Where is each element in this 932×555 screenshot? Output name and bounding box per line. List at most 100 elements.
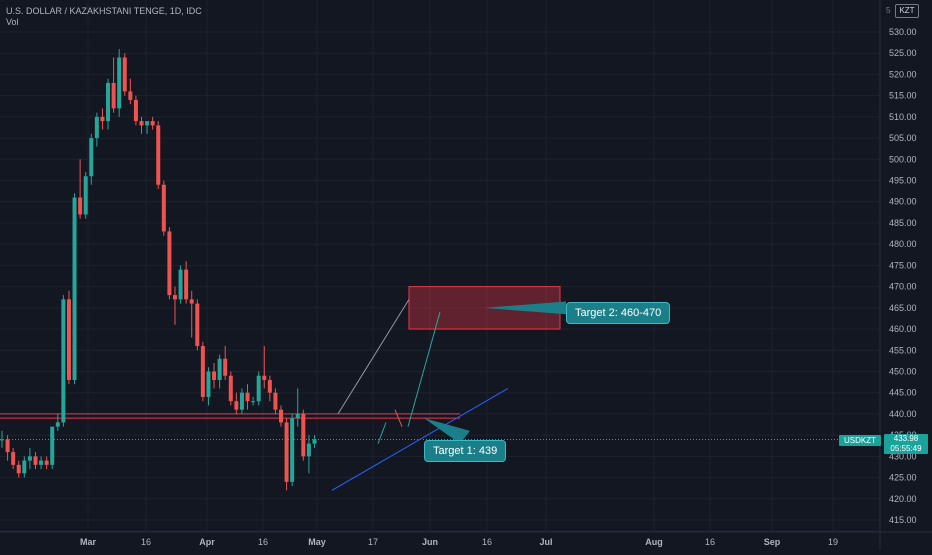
candle-body: [27, 456, 32, 461]
last-price-tag: 433.98 05:55:49: [884, 434, 928, 454]
candle-body: [39, 460, 44, 465]
price-tick-label: 490.00: [889, 197, 917, 207]
candle-body: [200, 346, 205, 397]
price-tick-label: 500.00: [889, 154, 917, 164]
candle-body: [262, 375, 267, 380]
candle-body: [150, 121, 155, 126]
time-tick-label: Apr: [199, 537, 215, 547]
candle-body: [212, 371, 217, 380]
candle-body: [0, 439, 4, 441]
candle-body: [161, 184, 166, 232]
support-trendline: [331, 388, 509, 491]
drawings: [331, 286, 566, 491]
time-tick-label: 16: [258, 537, 268, 547]
time-tick-label: Jul: [539, 537, 552, 547]
price-tick-label: 525.00: [889, 48, 917, 58]
price-tick-label: 485.00: [889, 218, 917, 228]
candle-body: [33, 456, 38, 465]
time-axis[interactable]: Mar 16 Apr 16 May 17 Jun 16 Jul Aug 16 Sep 19: [80, 537, 838, 547]
candle-body: [251, 401, 256, 403]
time-tick-label: 16: [141, 537, 151, 547]
currency-prefix: 5: [886, 6, 891, 15]
candle-body: [89, 138, 94, 177]
arrow-to-target: [407, 311, 441, 427]
candle-body: [256, 375, 261, 402]
price-tick-label: 440.00: [889, 409, 917, 419]
candle-body: [306, 443, 311, 457]
price-tick-label: 460.00: [889, 324, 917, 334]
price-tick-label: 475.00: [889, 260, 917, 270]
candle-body: [133, 99, 138, 122]
price-tick-label: 450.00: [889, 366, 917, 376]
candle-body: [189, 299, 194, 304]
candle-body: [66, 299, 71, 380]
candle-body: [312, 439, 317, 444]
time-tick-label: 19: [828, 537, 838, 547]
candle-body: [16, 464, 21, 474]
candle-body: [206, 371, 211, 397]
price-tick-label: 505.00: [889, 133, 917, 143]
candle-body: [279, 409, 283, 423]
price-tick-label: 515.00: [889, 91, 917, 101]
candle-body: [167, 231, 172, 296]
symbol-title: U.S. DOLLAR / KAZAKHSTANI TENGE, 1D, IDC: [6, 6, 202, 16]
volume-label: Vol: [6, 17, 19, 27]
candle-body: [72, 197, 77, 380]
candle-body: [117, 57, 122, 109]
price-tick-label: 470.00: [889, 282, 917, 292]
candle-body: [11, 452, 16, 465]
last-price-value: 433.98: [893, 434, 919, 443]
candle-body: [284, 422, 289, 482]
candle-body: [301, 413, 306, 457]
candle-body: [111, 82, 116, 109]
candle-body: [106, 82, 111, 122]
candle-body: [5, 439, 10, 453]
price-tick-label: 455.00: [889, 345, 917, 355]
arrow-down-small: [394, 409, 403, 427]
candle-body: [195, 303, 200, 347]
price-tick-label: 445.00: [889, 388, 917, 398]
price-tick-label: 425.00: [889, 473, 917, 483]
target-2-label[interactable]: Target 2: 460-470: [566, 302, 671, 324]
candle-body: [172, 295, 177, 300]
candle-body: [122, 57, 127, 92]
candle-body: [44, 460, 49, 465]
time-tick-label: Aug: [645, 537, 663, 547]
candle-body: [139, 121, 144, 126]
arrow-up-small: [377, 422, 387, 444]
candle-body: [228, 375, 233, 402]
price-tick-label: 420.00: [889, 494, 917, 504]
candle-body: [55, 422, 60, 427]
target-1-label[interactable]: Target 1: 439: [424, 440, 507, 462]
candle-body: [94, 116, 99, 139]
target-2-pointer: [484, 301, 566, 315]
price-tick-label: 495.00: [889, 176, 917, 186]
candle-body: [178, 269, 183, 300]
candle-body: [184, 269, 189, 300]
candle-body: [128, 91, 133, 100]
last-price-symbol-tag: USDKZT: [839, 435, 881, 446]
target-1-pointer: [424, 418, 470, 444]
price-tick-label: 465.00: [889, 303, 917, 313]
currency-badge[interactable]: KZT: [895, 4, 919, 18]
time-tick-label: Mar: [80, 537, 97, 547]
bar-countdown: 05:55:49: [890, 444, 922, 453]
price-tick-label: 415.00: [889, 515, 917, 525]
projection-line: [337, 299, 410, 415]
time-tick-label: 17: [368, 537, 378, 547]
candle-body: [239, 392, 244, 410]
candle-body: [223, 358, 228, 376]
candle-body: [267, 379, 272, 393]
time-tick-label: 16: [705, 537, 715, 547]
price-tick-label: 430.00: [889, 451, 917, 461]
time-tick-label: Sep: [764, 537, 781, 547]
candle-body: [290, 418, 295, 482]
candle-body: [156, 125, 161, 185]
price-axis[interactable]: 530.00 525.00 520.00 515.00 510.00 505.00 500.…: [889, 27, 917, 525]
time-tick-label: 16: [482, 537, 492, 547]
candle-body: [145, 121, 150, 126]
candle-body: [61, 299, 66, 423]
